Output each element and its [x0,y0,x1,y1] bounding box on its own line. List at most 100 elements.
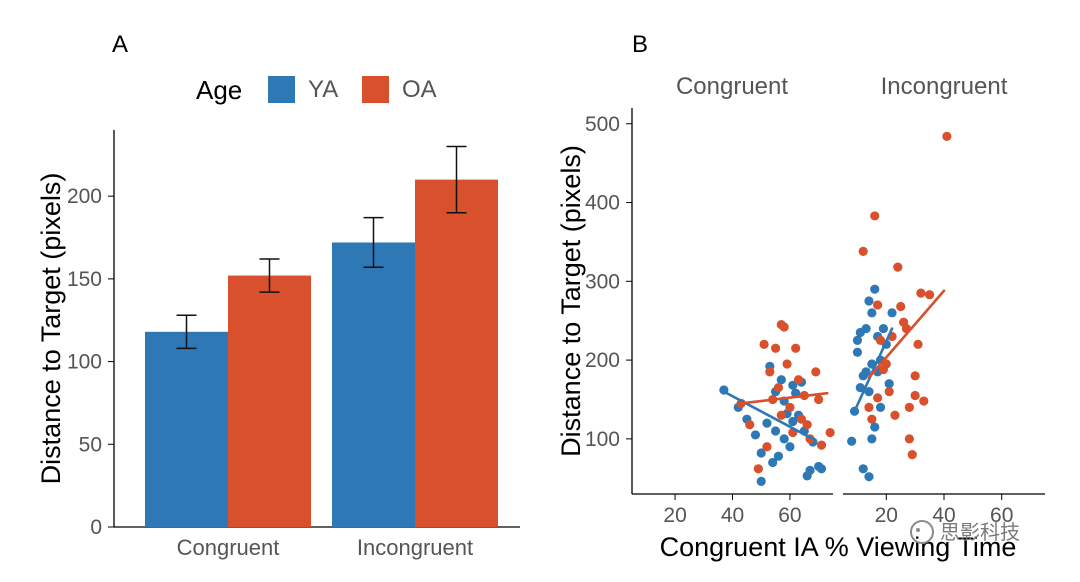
point-oa [745,420,755,430]
point-ya [870,422,880,432]
watermark: 思影科技 [910,520,1020,544]
point-oa [907,450,917,460]
bar-oa-incongruent [415,179,498,527]
point-oa [793,375,804,385]
point-oa [765,367,775,377]
point-ya [867,434,877,444]
point-oa [875,335,886,345]
point-ya [756,448,766,458]
panel-b-y-axis-title: Distance to Target (pixels) [556,145,586,457]
x-tick-label: 60 [990,504,1013,527]
x-category-label: Congruent [177,535,280,560]
point-ya [861,323,871,334]
point-oa [776,410,786,420]
point-oa [873,393,883,403]
point-oa [910,390,920,401]
x-tick-label: 60 [778,504,801,527]
strip-label-incongruent: Incongruent [881,73,1008,100]
x-tick-label: 20 [663,504,686,527]
x-category-label: Incongruent [357,535,473,560]
x-tick-label: 40 [721,504,744,527]
point-ya [887,308,897,318]
point-ya [858,464,868,474]
point-oa [896,301,906,312]
point-ya [788,380,798,390]
point-oa [770,343,781,353]
panel-b-x-axis-title: Congruent IA % Viewing Time [660,532,1017,562]
point-ya [870,284,880,294]
point-oa [942,131,952,141]
watermark-logo-icon [910,520,934,544]
bar-ya-congruent [145,331,228,527]
point-ya [756,476,766,486]
panel-a-bar-chart: 0 50 100 150 200 Congruent Incongruent [67,130,520,560]
legend-swatch-oa [362,76,389,103]
legend-label-oa: OA [402,76,437,103]
point-oa [873,300,883,310]
point-oa [858,246,868,256]
point-oa [910,371,920,381]
point-ya [770,426,781,436]
point-oa [884,386,894,397]
point-ya [768,457,778,468]
fit-line-oa [867,289,946,379]
point-ya [878,323,889,334]
point-oa [785,402,795,412]
point-ya [861,367,871,377]
point-oa [782,359,792,369]
watermark-text: 思影科技 [940,521,1020,544]
point-ya [864,386,874,397]
bar-ya-incongruent [332,242,415,527]
fit-line-oa [739,391,829,405]
point-oa [867,414,877,424]
point-oa [893,262,903,272]
panel-a-label: A [112,31,128,58]
point-oa [904,434,914,444]
point-ya [852,335,863,345]
point-ya [776,375,786,385]
x-tick-label: 40 [932,504,955,527]
fit-line-ya [853,327,894,413]
x-tick-label: 20 [875,504,898,527]
point-oa [864,402,874,412]
y-tick-label: 100 [67,351,102,374]
point-ya [855,383,865,393]
point-oa [814,394,824,405]
point-ya [788,416,798,427]
point-ya [864,296,874,306]
fit-line-ya [722,390,818,442]
y-tick-label: 100 [585,428,620,451]
point-ya [847,436,857,446]
point-oa [811,367,821,377]
point-oa [779,322,789,332]
y-tick-label: 150 [67,268,102,291]
point-oa [904,402,914,412]
bar-oa-congruent [228,275,311,527]
point-ya [875,402,886,412]
point-ya [867,308,877,318]
legend-swatch-ya [268,76,295,103]
point-oa [762,442,772,452]
y-tick-label: 50 [79,433,102,456]
y-tick-label: 400 [585,192,620,215]
point-oa [916,288,926,298]
point-oa [773,383,784,393]
point-oa [753,464,763,474]
point-oa [924,290,935,300]
panel-b-scatter-chart: 100 200 300 400 500 20 40 60 20 40 60 [585,108,1045,527]
point-ya [773,451,784,461]
point-oa [825,427,835,438]
watermark-logo-dot-icon [916,528,920,532]
point-ya [779,434,789,444]
legend-label-ya: YA [308,76,338,103]
y-tick-label: 0 [90,516,102,539]
point-ya [816,464,827,474]
point-oa [791,343,801,353]
point-ya [864,472,874,482]
point-oa [919,396,929,406]
point-ya [750,430,761,440]
point-oa [796,414,807,424]
y-tick-label: 200 [67,185,102,208]
point-ya [884,379,894,389]
